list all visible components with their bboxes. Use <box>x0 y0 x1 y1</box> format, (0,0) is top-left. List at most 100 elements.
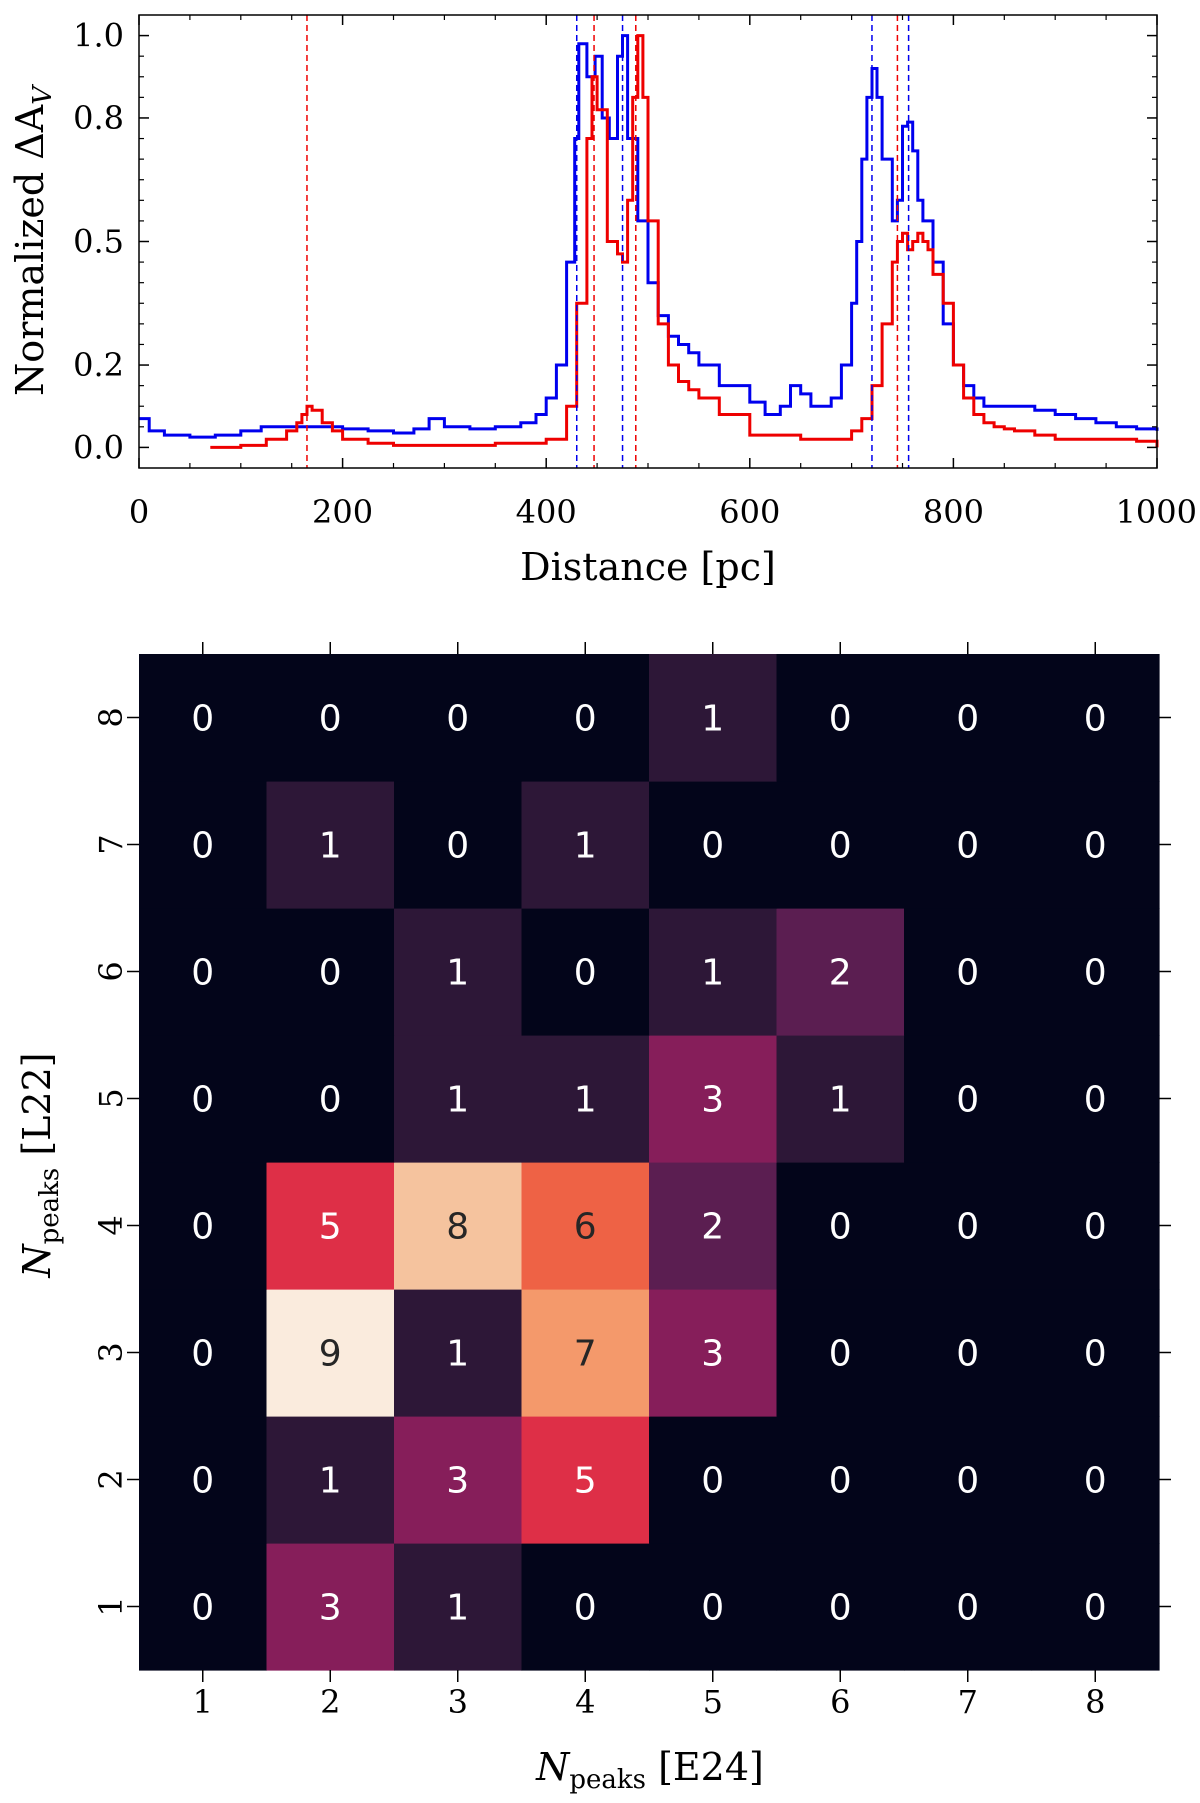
x-tick-labels: 0 200 400 600 800 1000 <box>129 493 1197 531</box>
heatmap-cell <box>649 654 778 782</box>
y-tick-label-2: 0.5 <box>73 223 124 261</box>
heatmap-cell-value: 7 <box>574 1334 597 1375</box>
heatmap-cell <box>139 908 268 1036</box>
heatmap-cell-value: 0 <box>1084 1080 1107 1121</box>
heatmap-cell <box>776 1162 905 1290</box>
y-axis-label-subscript: V <box>28 84 58 105</box>
heatmap-cell <box>394 654 523 782</box>
heatmap-cell-value: 0 <box>701 1461 724 1502</box>
heatmap-y-tick-label-7: 7 <box>92 834 130 854</box>
heatmap-cell-value: 0 <box>574 1588 597 1629</box>
heatmap-cell-value: 0 <box>956 1334 979 1375</box>
heatmap-cell <box>1031 781 1160 909</box>
heatmap-cell-value: 0 <box>446 699 469 740</box>
heatmap-cell <box>394 1035 523 1163</box>
heatmap-cell <box>521 1162 650 1290</box>
heatmap-cells <box>139 654 1160 1671</box>
heatmap-y-tick-label-4: 4 <box>92 1215 130 1235</box>
heatmap-cell-value: 0 <box>1084 953 1107 994</box>
x-tick-label-1: 200 <box>312 493 373 531</box>
heatmap-cell-value: 0 <box>319 1080 342 1121</box>
heatmap-cell <box>904 781 1033 909</box>
heatmap-cell <box>776 1289 905 1417</box>
heatmap-cell <box>266 1543 395 1671</box>
y-tick-labels: 0.0 0.2 0.5 0.8 1.0 <box>73 17 124 467</box>
heatmap-cell <box>521 1416 650 1544</box>
heatmap-cell-value: 0 <box>956 1207 979 1248</box>
heatmap-x-tick-label-1: 1 <box>193 1683 213 1721</box>
heatmap-cell-value: 0 <box>829 699 852 740</box>
heatmap-y-tick-labels: 1 2 3 4 5 6 7 8 <box>92 707 130 1616</box>
heatmap-cell <box>266 1162 395 1290</box>
heatmap-cell-value: 0 <box>191 1461 214 1502</box>
heatmap-cell <box>649 781 778 909</box>
heatmap-y-label-suffix: [L22] <box>15 1052 59 1167</box>
heatmap-cell-value: 0 <box>191 1080 214 1121</box>
y-axis-label-main: Normalized ΔA <box>8 104 52 396</box>
heatmap-cell-value: 1 <box>319 826 342 867</box>
heatmap-cell-value: 0 <box>1084 1588 1107 1629</box>
heatmap-x-tick-labels: 1 2 3 4 5 6 7 8 <box>193 1683 1106 1721</box>
series-line-red <box>210 34 1159 449</box>
heatmap-y-tick-label-6: 6 <box>92 961 130 981</box>
heatmap-y-tick-label-1: 1 <box>92 1596 130 1616</box>
heatmap-x-label-main: N <box>535 1745 571 1789</box>
heatmap-x-tick-label-5: 5 <box>703 1683 723 1721</box>
heatmap-cell <box>776 1543 905 1671</box>
heatmap-cell-value: 1 <box>319 1461 342 1502</box>
heatmap-cell-value: 1 <box>446 953 469 994</box>
x-tick-label-4: 800 <box>923 493 984 531</box>
heatmap-cell <box>521 908 650 1036</box>
heatmap-cell-labels: 0 3 1 0 0 0 0 0 0 1 3 5 0 0 0 0 0 9 1 7 3 0 0 0 0 5 8 6 2 0 0 0 0 0 1 1 3 1 0 0… <box>191 699 1106 1629</box>
heatmap-cell <box>521 654 650 782</box>
heatmap-cell <box>139 781 268 909</box>
heatmap-cell <box>139 1543 268 1671</box>
heatmap-cell-value: 0 <box>191 826 214 867</box>
y-axis-label: Normalized ΔAV <box>8 84 58 396</box>
peak-markers <box>306 15 910 468</box>
heatmap-cell <box>394 1289 523 1417</box>
heatmap-cell <box>266 908 395 1036</box>
heatmap-cell-value: 0 <box>701 1588 724 1629</box>
heatmap-y-axis-label: Npeaks [L22] <box>15 1052 65 1278</box>
heatmap-cell <box>649 1162 778 1290</box>
heatmap-cell <box>649 1035 778 1163</box>
heatmap-cell-value: 5 <box>574 1461 597 1502</box>
heatmap-cell <box>521 1289 650 1417</box>
heatmap-cell-value: 0 <box>191 953 214 994</box>
heatmap-cell-value: 0 <box>1084 826 1107 867</box>
heatmap-x-tick-label-2: 2 <box>320 1683 340 1721</box>
heatmap-cell <box>266 1416 395 1544</box>
heatmap-cell <box>139 1162 268 1290</box>
axis-ticks <box>138 15 1158 468</box>
heatmap-cell-value: 1 <box>701 953 724 994</box>
heatmap-cell-value: 1 <box>574 826 597 867</box>
heatmap-cell-value: 9 <box>319 1334 342 1375</box>
heatmap-y-tick-label-3: 3 <box>92 1342 130 1362</box>
heatmap-x-axis-label: Npeaks [E24] <box>535 1745 764 1795</box>
heatmap-cell <box>139 1035 268 1163</box>
heatmap-cell <box>394 1416 523 1544</box>
heatmap-cell-value: 1 <box>574 1080 597 1121</box>
heatmap-cell-value: 2 <box>829 953 852 994</box>
heatmap-cell-value: 1 <box>446 1080 469 1121</box>
heatmap-x-label-subscript: peaks <box>569 1765 646 1795</box>
heatmap-cell-value: 0 <box>191 1334 214 1375</box>
heatmap-cell-value: 0 <box>446 826 469 867</box>
heatmap-cell <box>139 1416 268 1544</box>
heatmap-y-tick-label-2: 2 <box>92 1469 130 1489</box>
heatmap-cell-value: 0 <box>956 953 979 994</box>
heatmap-cell-value: 1 <box>446 1588 469 1629</box>
heatmap-cell-value: 0 <box>1084 699 1107 740</box>
heatmap-cell <box>1031 908 1160 1036</box>
heatmap-cell <box>904 1289 1033 1417</box>
heatmap-cell-value: 3 <box>446 1461 469 1502</box>
heatmap-x-tick-label-4: 4 <box>575 1683 595 1721</box>
heatmap-cell <box>1031 1289 1160 1417</box>
heatmap-cell <box>904 1416 1033 1544</box>
heatmap-cell <box>139 654 268 782</box>
heatmap-x-label-suffix: [E24] <box>646 1745 764 1789</box>
heatmap-cell <box>904 1035 1033 1163</box>
y-tick-label-0: 0.0 <box>73 428 124 466</box>
